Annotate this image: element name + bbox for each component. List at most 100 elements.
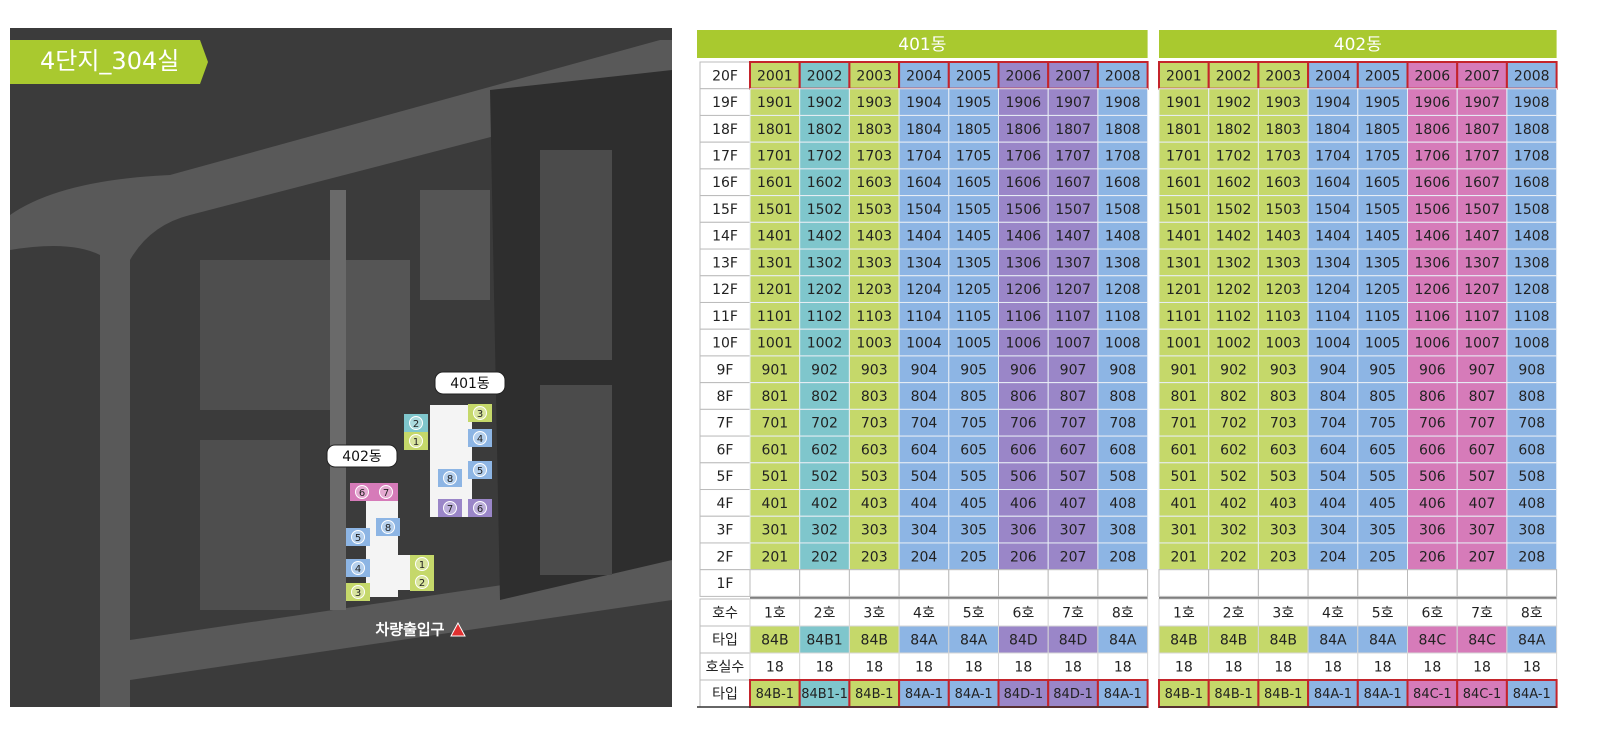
unit-number: 1002 <box>1216 336 1252 352</box>
floor-label: 8F <box>717 389 734 405</box>
unit-cell <box>1407 462 1458 491</box>
unit-number: 503 <box>1270 469 1297 485</box>
unit-number: 1604 <box>1315 175 1351 191</box>
unit-number: 804 <box>911 389 938 405</box>
footer-value: 84B-1 <box>1214 687 1252 702</box>
unit-block <box>404 432 428 450</box>
unit-cell <box>1097 168 1149 197</box>
unit-number: 706 <box>1010 416 1037 432</box>
unit-cell <box>998 382 1049 410</box>
unit-cell <box>749 435 801 464</box>
unit-number: 1603 <box>1265 175 1301 191</box>
floor-cell <box>699 569 751 597</box>
unit-cell <box>848 328 900 357</box>
unit-number: 808 <box>1518 389 1545 405</box>
unit-label: 2 <box>413 419 419 430</box>
footer-value: 7호 <box>1471 606 1493 622</box>
unit-number: 306 <box>1419 523 1446 539</box>
floor-cell <box>699 195 751 223</box>
footer-cell <box>798 679 851 708</box>
unit-number: 506 <box>1010 469 1037 485</box>
unit-cell <box>1257 195 1309 223</box>
unit-number: 1101 <box>1166 309 1202 325</box>
unit-number: 502 <box>1220 469 1247 485</box>
unit-badge <box>379 485 393 499</box>
unit-cell <box>1047 355 1099 384</box>
footer-cell <box>1307 679 1359 708</box>
unit-cell <box>1097 195 1149 223</box>
unit-number: 703 <box>1270 416 1297 432</box>
unit-block <box>346 559 370 577</box>
unit-number: 1903 <box>1265 95 1301 111</box>
unit-cell <box>1097 382 1149 410</box>
unit-number: 1304 <box>1315 255 1351 271</box>
unit-cell <box>799 355 850 384</box>
unit-cell <box>948 141 999 170</box>
footer-value: 18 <box>1473 660 1491 676</box>
unit-cell <box>1208 355 1259 384</box>
floor-label: 17F <box>712 149 738 165</box>
footer-value: 84A <box>1109 633 1137 649</box>
unit-number: 905 <box>960 362 987 378</box>
unit-cell <box>1257 275 1309 303</box>
unit-cell <box>1208 301 1259 330</box>
unit-cell <box>749 408 801 437</box>
unit-number: 1805 <box>956 122 992 138</box>
unit-cell <box>1257 328 1309 357</box>
unit-cell <box>749 114 801 143</box>
unit-number: 1105 <box>1365 309 1401 325</box>
footer-value: 18 <box>915 660 933 676</box>
footer-label: 타입 <box>712 633 738 649</box>
unit-cell <box>1357 569 1409 597</box>
unit-label: 7 <box>447 504 453 515</box>
unit-cell <box>1506 382 1558 410</box>
floor-label: 4F <box>717 496 734 512</box>
unit-cell <box>848 569 900 597</box>
footer-cell <box>1047 625 1099 654</box>
unit-number: 501 <box>761 469 788 485</box>
unit-cell <box>749 382 801 410</box>
unit-cell <box>1158 328 1210 357</box>
unit-number: 1603 <box>856 175 892 191</box>
unit-number: 305 <box>1369 523 1396 539</box>
unit-cell <box>1407 382 1458 410</box>
unit-badge <box>351 530 365 544</box>
floor-label: 15F <box>712 202 738 218</box>
unit-number: 1605 <box>956 175 992 191</box>
unit-number: 1702 <box>1216 149 1252 165</box>
unit-number: 1702 <box>807 149 843 165</box>
unit-cell <box>1506 328 1558 357</box>
unit-badge <box>473 463 487 477</box>
unit-number: 1803 <box>856 122 892 138</box>
unit-cell <box>998 515 1049 544</box>
unit-number: 702 <box>1220 416 1247 432</box>
unit-cell <box>898 168 950 197</box>
footer-cell <box>1456 652 1508 681</box>
footer-cell <box>848 625 900 654</box>
footer-value: 84A-1 <box>955 687 993 702</box>
unit-label: 2 <box>419 578 425 589</box>
unit-cell <box>948 88 999 116</box>
unit-number: 1607 <box>1464 175 1500 191</box>
unit-number: 603 <box>1270 442 1297 458</box>
unit-label: 4 <box>355 564 361 575</box>
footer-cell <box>1357 625 1409 654</box>
unit-number: 1301 <box>1166 255 1202 271</box>
footer-value: 6호 <box>1012 606 1034 622</box>
unit-number: 801 <box>761 389 788 405</box>
unit-cell <box>1406 61 1459 90</box>
unit-number: 1802 <box>1216 122 1252 138</box>
unit-cell <box>1097 489 1149 517</box>
unit-number: 1404 <box>1315 229 1351 245</box>
unit-cell <box>1257 542 1309 571</box>
unit-cell <box>1307 88 1359 116</box>
building-core <box>430 405 472 517</box>
unit-number: 1406 <box>1006 229 1042 245</box>
unit-number: 207 <box>1060 549 1087 565</box>
entrance-label: 차량출입구 <box>375 621 444 639</box>
unit-badge <box>355 485 369 499</box>
unit-cell <box>948 248 999 277</box>
unit-cell <box>1456 382 1508 410</box>
unit-number: 1407 <box>1464 229 1500 245</box>
unit-cell <box>1158 355 1210 384</box>
